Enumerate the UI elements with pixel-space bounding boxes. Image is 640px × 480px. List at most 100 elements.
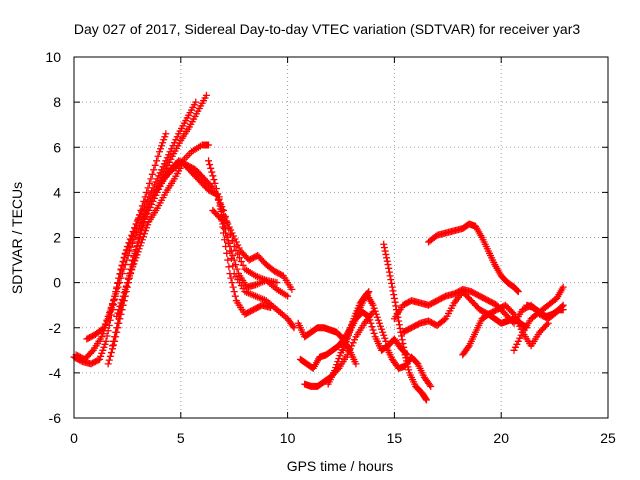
data-point — [165, 158, 173, 166]
data-point — [210, 176, 218, 184]
grid — [74, 57, 608, 418]
data-point — [401, 351, 409, 359]
data-point — [395, 317, 403, 325]
data-point — [159, 163, 167, 171]
data-point — [148, 187, 156, 195]
data-point — [158, 142, 166, 150]
data-point — [136, 211, 144, 219]
data-point — [97, 352, 105, 360]
data-point — [392, 302, 400, 310]
data-point — [142, 212, 150, 220]
data-point — [366, 316, 374, 324]
data-point — [140, 202, 148, 210]
data-point — [150, 181, 158, 189]
data-point — [122, 246, 130, 254]
data-point — [150, 166, 158, 174]
data-point — [222, 229, 230, 237]
data-point — [377, 322, 385, 330]
data-point — [108, 301, 116, 309]
data-point — [113, 312, 121, 320]
series-arc-15 — [380, 240, 430, 404]
y-tick-label: 8 — [53, 94, 61, 110]
data-point — [144, 221, 152, 229]
data-point — [105, 356, 113, 364]
data-point — [346, 345, 354, 353]
data-point — [367, 319, 375, 327]
data-point — [387, 276, 395, 284]
data-point — [136, 242, 144, 250]
data-point — [117, 299, 125, 307]
data-point — [216, 199, 224, 207]
data-point — [374, 316, 382, 324]
data-point — [145, 193, 153, 201]
data-point — [131, 257, 139, 265]
data-point — [131, 224, 139, 232]
data-point — [127, 243, 135, 251]
data-point — [205, 141, 213, 149]
data-point — [365, 312, 373, 320]
series-arc-19 — [425, 220, 522, 296]
y-axis-label: SDTVAR / TECUs — [9, 182, 25, 294]
data-point — [146, 190, 154, 198]
data-point — [172, 136, 180, 144]
data-point — [229, 232, 237, 240]
data-point — [341, 340, 349, 348]
x-tick-label: 15 — [387, 430, 403, 446]
data-point — [118, 261, 126, 269]
series-arc-5 — [108, 157, 292, 350]
data-point — [165, 151, 173, 159]
x-tick-label: 0 — [70, 430, 78, 446]
data-point — [226, 243, 234, 251]
data-point — [227, 274, 235, 282]
data-point — [111, 333, 119, 341]
data-point — [123, 279, 131, 287]
data-point — [370, 304, 378, 312]
data-point — [98, 349, 106, 357]
data-point — [389, 287, 397, 295]
data-point — [344, 331, 352, 339]
data-point — [115, 306, 123, 314]
data-point — [121, 261, 129, 269]
data-point — [167, 155, 175, 163]
data-point — [192, 98, 200, 106]
data-point — [130, 260, 138, 268]
series-arc-12 — [301, 308, 377, 390]
data-point — [513, 340, 521, 348]
data-point — [333, 361, 341, 369]
data-point — [163, 154, 171, 162]
data-point — [126, 235, 134, 243]
data-point — [215, 193, 223, 201]
y-tick-label: 10 — [45, 49, 61, 65]
data-point — [375, 319, 383, 327]
data-point — [100, 324, 108, 332]
data-point — [153, 175, 161, 183]
data-point — [117, 274, 125, 282]
data-point — [543, 321, 551, 329]
data-point — [517, 331, 525, 339]
data-point — [140, 230, 148, 238]
data-point — [385, 268, 393, 276]
data-point — [134, 248, 142, 256]
data-point — [124, 252, 132, 260]
data-point — [145, 179, 153, 187]
data-point — [513, 286, 521, 294]
data-point — [153, 157, 161, 165]
data-point — [156, 169, 164, 177]
data-point — [235, 244, 243, 252]
data-point — [234, 241, 242, 249]
y-tick-label: -6 — [49, 410, 62, 426]
data-point — [143, 196, 151, 204]
data-point — [511, 343, 519, 351]
data-point — [345, 348, 353, 356]
data-point — [332, 364, 340, 372]
data-point — [143, 209, 151, 217]
data-point — [383, 257, 391, 265]
data-point — [105, 321, 113, 329]
y-tick-label: -2 — [49, 320, 62, 336]
data-point — [231, 292, 239, 300]
data-point — [114, 283, 122, 291]
data-point — [335, 355, 343, 363]
data-point — [388, 283, 396, 291]
data-point — [138, 236, 146, 244]
